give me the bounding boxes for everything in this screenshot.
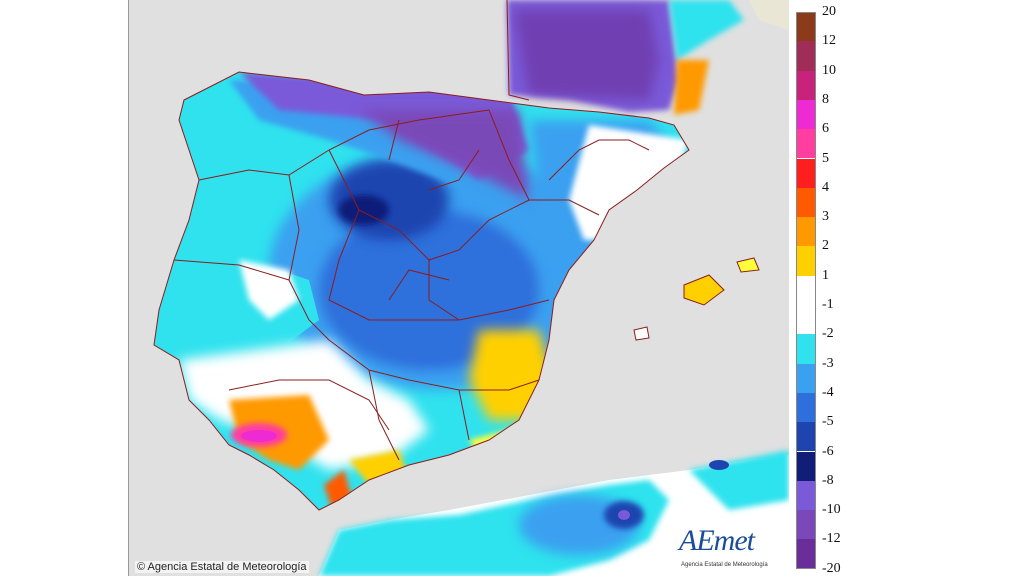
color-legend: 20 12 10 8 6 5 4 3 2 1 -1 -2 -3 -4 -5 -6 -8 -10 -12 -20 (796, 4, 856, 576)
legend-label: 3 (822, 209, 829, 225)
legend-swatch (796, 70, 816, 100)
legend-swatch (796, 246, 816, 276)
legend-label: -20 (822, 560, 841, 576)
legend-swatch (796, 305, 816, 335)
legend-label: 8 (822, 91, 829, 107)
legend-swatch (796, 12, 816, 42)
legend-swatch (796, 99, 816, 130)
legend-label: -8 (822, 472, 834, 488)
legend-swatch (796, 480, 816, 511)
legend-swatch (796, 510, 816, 540)
legend-label: -5 (822, 414, 834, 430)
legend-label: -1 (822, 297, 834, 312)
legend-swatch (796, 451, 816, 481)
logo-subtitle: Agencia Estatal de Meteorología (681, 562, 768, 568)
legend-label: -10 (822, 502, 841, 518)
legend-swatch (796, 217, 816, 247)
legend-swatch (796, 129, 816, 159)
legend-label: 12 (822, 33, 836, 49)
legend-swatch (796, 41, 816, 71)
legend-swatch (796, 187, 816, 218)
legend-label: 1 (822, 267, 829, 283)
legend-label: 10 (822, 62, 836, 78)
legend-swatch (796, 392, 816, 423)
legend-swatch (796, 158, 816, 188)
legend-label: 20 (822, 4, 836, 19)
legend-label: -12 (822, 531, 841, 547)
copyright-notice: © Agencia Estatal de Meteorología (135, 561, 309, 573)
legend-label: -3 (822, 355, 834, 371)
north-africa-region (319, 450, 789, 576)
legend-label: 4 (822, 179, 829, 195)
legend-swatch (796, 422, 816, 452)
legend-label: -4 (822, 384, 834, 400)
legend-swatch (796, 334, 816, 364)
legend-swatch (796, 363, 816, 393)
balearic-islands (633, 257, 760, 341)
legend-label: -2 (822, 326, 834, 342)
administrative-borders (153, 71, 690, 511)
france-region (507, 0, 789, 115)
legend-label: 2 (822, 238, 829, 254)
legend-label: 6 (822, 121, 829, 137)
legend-frame (796, 12, 816, 569)
aemet-logo-icon: AEmet Agencia Estatal de Meteorología (673, 524, 783, 570)
legend-swatch (796, 539, 816, 569)
temperature-anomaly-map: © Agencia Estatal de Meteorología AEmet … (128, 0, 789, 576)
logo-text: AEmet (679, 524, 755, 557)
legend-swatch (796, 275, 816, 305)
legend-label: 5 (822, 150, 829, 166)
legend-label: -6 (822, 443, 834, 459)
map-canvas (129, 0, 789, 576)
